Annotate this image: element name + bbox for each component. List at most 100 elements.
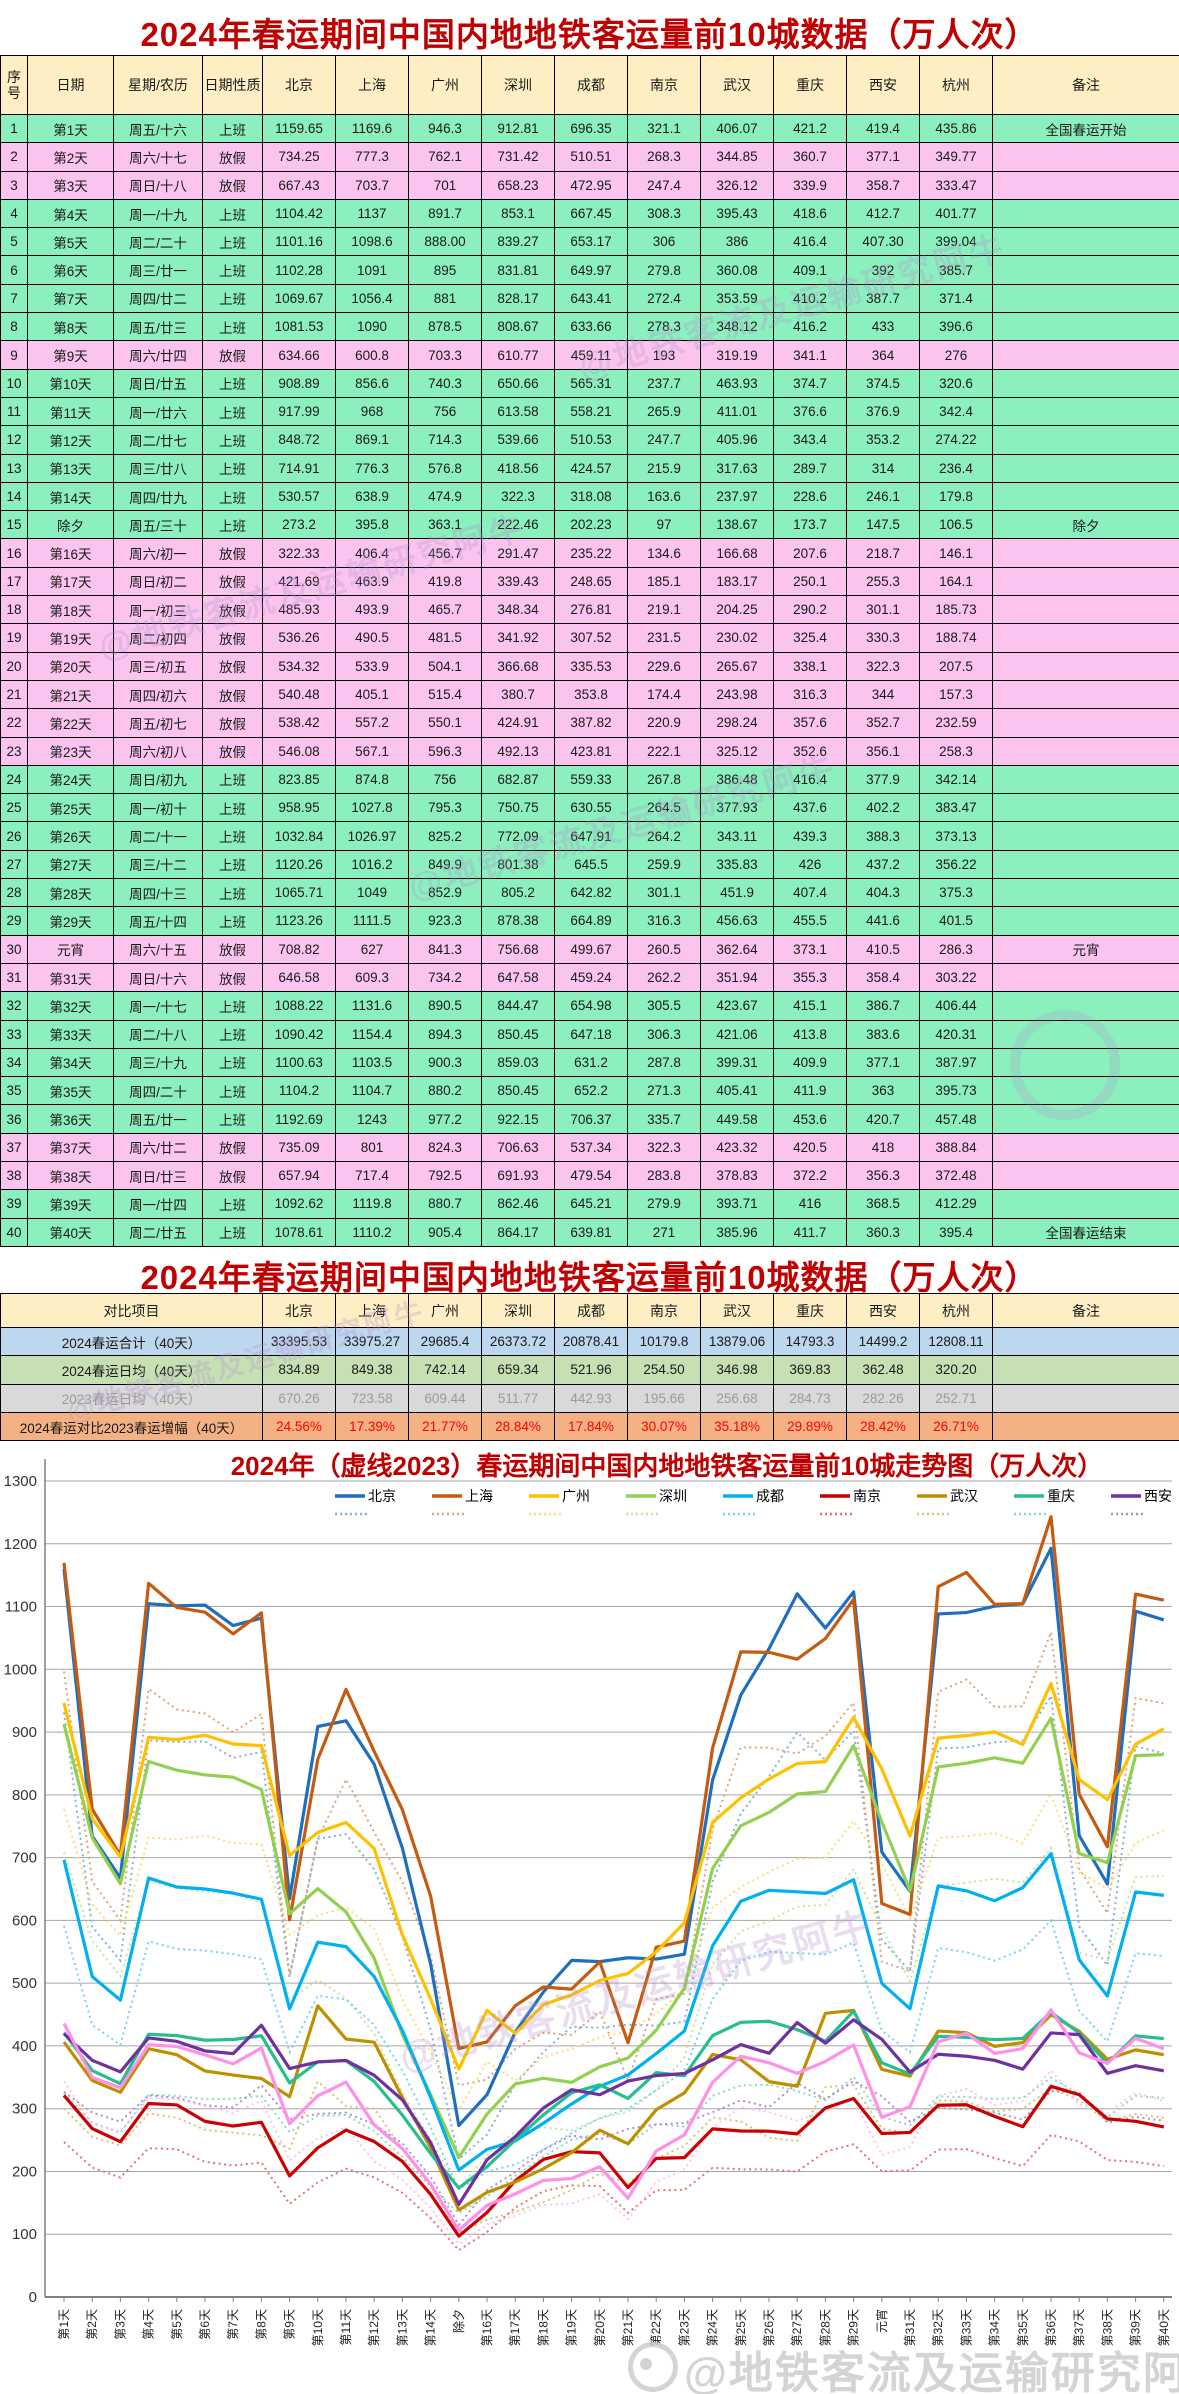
value-cell: 374.7 bbox=[773, 368, 847, 398]
value-cell: 272.4 bbox=[627, 283, 701, 314]
value-cell: 放假 bbox=[202, 623, 263, 653]
summary-row: 2024春运合计（40天） 33395.53 33975.27 29685.4 2637… bbox=[0, 1326, 1179, 1357]
value-cell: 420.31 bbox=[919, 1019, 993, 1049]
value-cell: 536.26 bbox=[262, 623, 336, 653]
value-cell: 1016.2 bbox=[335, 849, 409, 880]
value-cell: 134.6 bbox=[627, 538, 701, 568]
value-cell: 放假 bbox=[202, 1160, 263, 1191]
value-cell: 放假 bbox=[202, 340, 263, 370]
value-cell: 周四/初六 bbox=[113, 679, 203, 710]
summary-table-wrap: 对比项目 北京 上海 广州 深圳 成都 南京 武汉 重庆 西安 杭州 备注 2024春运合计（40天）… bbox=[0, 1293, 1179, 1442]
value-cell: 344 bbox=[846, 679, 920, 710]
x-tick-label: 第2天 bbox=[85, 2309, 99, 2340]
value-cell: 235.22 bbox=[554, 538, 628, 568]
value-cell: 1104.7 bbox=[335, 1076, 409, 1106]
value-cell: 上班 bbox=[202, 821, 263, 851]
value-cell: 801.38 bbox=[481, 849, 555, 880]
value-cell: 539.66 bbox=[481, 425, 555, 455]
value-cell: 第31天 bbox=[27, 962, 114, 993]
value-cell: 360.7 bbox=[773, 142, 847, 172]
value-cell: 第8天 bbox=[27, 312, 114, 342]
x-tick-label: 第24天 bbox=[706, 2309, 720, 2346]
value-cell: 412.29 bbox=[919, 1189, 993, 1219]
value-cell: 393.71 bbox=[700, 1189, 774, 1219]
remark-cell bbox=[992, 849, 1179, 880]
value-cell: 459.11 bbox=[554, 340, 628, 370]
remark-cell bbox=[992, 764, 1179, 795]
summary-value-cell: 33975.27 bbox=[335, 1326, 409, 1357]
serial-cell: 19 bbox=[0, 623, 28, 653]
value-cell: 上班 bbox=[202, 396, 263, 427]
legend-label-南京: 南京 bbox=[853, 1488, 881, 1504]
value-cell: 850.45 bbox=[481, 1019, 555, 1049]
trend-chart-svg: 0 100 200 300 400 500 600 700 800 900 1000 1100 1200… bbox=[4, 1451, 1172, 2346]
value-cell: 387.7 bbox=[846, 283, 920, 314]
col-header-12: 西安 bbox=[846, 55, 920, 115]
summary-value-cell: 10179.8 bbox=[627, 1326, 701, 1357]
value-cell: 341.92 bbox=[481, 623, 555, 653]
value-cell: 周六/十七 bbox=[113, 142, 203, 172]
summary-row: 2024春运对比2023春运增幅（40天） 24.56% 17.39% 21.77% 2… bbox=[0, 1411, 1179, 1442]
value-cell: 405.41 bbox=[700, 1076, 774, 1106]
day-row-14: 14 第14天 周四/廿九 上班 530.57 638.9 474.9 322.3 318.08… bbox=[0, 481, 1179, 512]
value-cell: 652.2 bbox=[554, 1076, 628, 1106]
summary-col-header-3: 广州 bbox=[408, 1293, 482, 1328]
value-cell: 565.31 bbox=[554, 368, 628, 398]
value-cell: 639.81 bbox=[554, 1217, 628, 1247]
value-cell: 1119.8 bbox=[335, 1189, 409, 1219]
serial-cell: 10 bbox=[0, 368, 28, 398]
remark-cell bbox=[992, 679, 1179, 710]
value-cell: 364 bbox=[846, 340, 920, 370]
day-row-16: 16 第16天 周六/初一 放假 322.33 406.4 456.7 291.47 235.2… bbox=[0, 538, 1179, 568]
value-cell: 360.08 bbox=[700, 255, 774, 285]
value-cell: 613.58 bbox=[481, 396, 555, 427]
value-cell: 164.1 bbox=[919, 566, 993, 597]
day-row-31: 31 第31天 周日/十六 放假 646.58 609.3 734.2 647.58 459.2… bbox=[0, 962, 1179, 993]
value-cell: 510.51 bbox=[554, 142, 628, 172]
x-tick-label: 第34天 bbox=[988, 2309, 1002, 2346]
value-cell: 374.5 bbox=[846, 368, 920, 398]
day-row-6: 6 第6天 周三/廿一 上班 1102.28 1091 895 831.81 649.97 279… bbox=[0, 255, 1179, 285]
serial-cell: 38 bbox=[0, 1160, 28, 1191]
value-cell: 433 bbox=[846, 312, 920, 342]
line-2024-深圳 bbox=[62, 1716, 1164, 2159]
value-cell: 第3天 bbox=[27, 170, 114, 200]
summary-value-cell: 609.44 bbox=[408, 1383, 482, 1413]
value-cell: 351.94 bbox=[700, 962, 774, 993]
x-tick-label: 第27天 bbox=[790, 2309, 804, 2346]
value-cell: 395.8 bbox=[335, 510, 409, 540]
value-cell: 343.11 bbox=[700, 821, 774, 851]
serial-cell: 37 bbox=[0, 1132, 28, 1162]
value-cell: 419.8 bbox=[408, 566, 482, 597]
value-cell: 609.3 bbox=[335, 962, 409, 993]
value-cell: 968 bbox=[335, 396, 409, 427]
remark-cell bbox=[992, 595, 1179, 625]
x-tick-label: 第28天 bbox=[818, 2309, 832, 2346]
value-cell: 411.9 bbox=[773, 1076, 847, 1106]
value-cell: 322.33 bbox=[262, 538, 336, 568]
summary-value-cell: 14499.2 bbox=[846, 1326, 920, 1357]
serial-cell: 29 bbox=[0, 906, 28, 936]
value-cell: 319.19 bbox=[700, 340, 774, 370]
summary-row-label: 2024春运对比2023春运增幅（40天） bbox=[0, 1411, 263, 1442]
value-cell: 441.6 bbox=[846, 906, 920, 936]
value-cell: 455.5 bbox=[773, 906, 847, 936]
value-cell: 周一/初十 bbox=[113, 793, 203, 823]
y-tick-label: 0 bbox=[29, 2289, 37, 2306]
value-cell: 259.9 bbox=[627, 849, 701, 880]
value-cell: 放假 bbox=[202, 736, 263, 766]
value-cell: 404.3 bbox=[846, 878, 920, 908]
value-cell: 777.3 bbox=[335, 142, 409, 172]
value-cell: 642.82 bbox=[554, 878, 628, 908]
y-tick-label: 1300 bbox=[4, 1473, 37, 1490]
summary-value-cell: 26373.72 bbox=[481, 1326, 555, 1357]
summary-col-header-5: 成都 bbox=[554, 1293, 628, 1328]
value-cell: 706.63 bbox=[481, 1132, 555, 1162]
value-cell: 343.4 bbox=[773, 425, 847, 455]
value-cell: 第25天 bbox=[27, 793, 114, 823]
value-cell: 890.5 bbox=[408, 991, 482, 1021]
value-cell: 891.7 bbox=[408, 198, 482, 229]
value-cell: 188.74 bbox=[919, 623, 993, 653]
serial-cell: 33 bbox=[0, 1019, 28, 1049]
value-cell: 326.12 bbox=[700, 170, 774, 200]
